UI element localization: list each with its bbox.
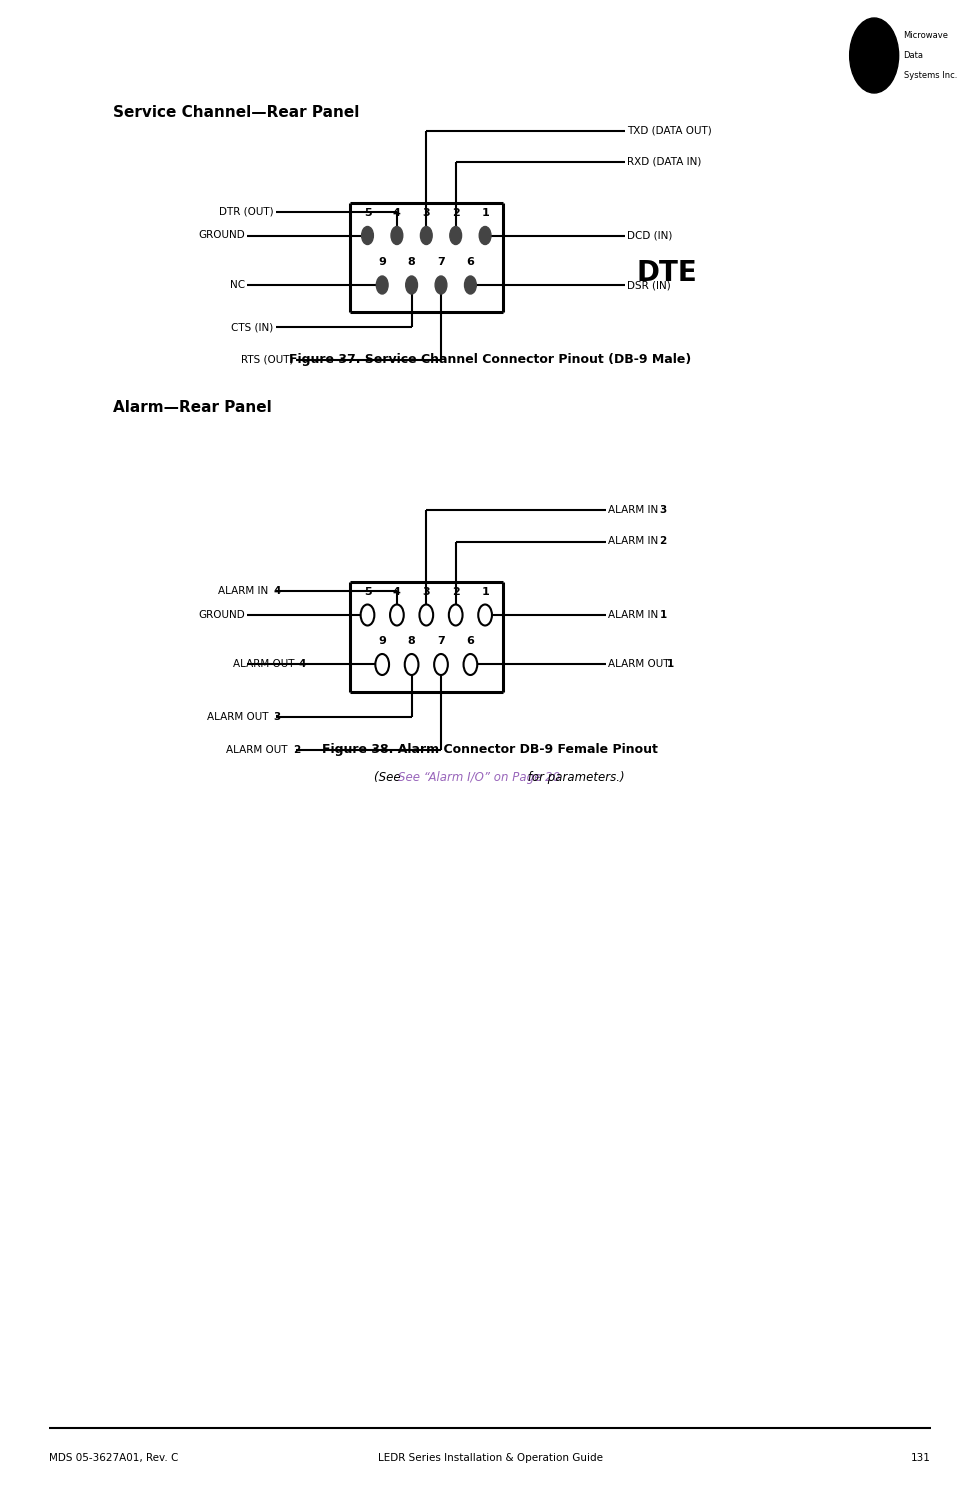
Text: GROUND: GROUND [198,610,245,620]
Text: DTE: DTE [636,260,697,286]
Circle shape [850,18,899,93]
Circle shape [434,654,448,675]
Text: DCD (IN): DCD (IN) [627,231,672,240]
Circle shape [479,226,491,244]
Text: 5: 5 [364,586,371,597]
Text: NC: NC [230,280,245,290]
Text: 3: 3 [422,207,430,218]
Circle shape [478,604,492,625]
Text: MDS: MDS [860,51,888,60]
Text: 4: 4 [393,207,401,218]
Text: Alarm—Rear Panel: Alarm—Rear Panel [113,400,271,416]
Text: 2: 2 [452,207,460,218]
Text: DTR (OUT): DTR (OUT) [219,207,273,216]
Text: MDS 05-3627A01, Rev. C: MDS 05-3627A01, Rev. C [49,1454,178,1462]
Text: See “Alarm I/O” on Page 20: See “Alarm I/O” on Page 20 [398,771,560,783]
Text: 5: 5 [364,207,371,218]
Circle shape [465,276,476,294]
Text: 3: 3 [660,506,666,515]
Text: ALARM OUT: ALARM OUT [207,712,271,722]
Text: ALARM OUT: ALARM OUT [226,746,291,754]
Text: 7: 7 [437,636,445,646]
Text: Microwave: Microwave [904,32,949,40]
Text: 8: 8 [408,256,416,267]
Text: 1: 1 [660,610,666,620]
Circle shape [420,226,432,244]
Text: Data: Data [904,51,923,60]
Circle shape [435,276,447,294]
Text: 3: 3 [273,712,280,722]
Circle shape [375,654,389,675]
Text: 3: 3 [422,586,430,597]
Text: ALARM IN: ALARM IN [608,610,662,620]
Text: ALARM OUT: ALARM OUT [233,660,298,669]
Text: 4: 4 [299,660,307,669]
Text: ALARM IN: ALARM IN [608,506,662,515]
Text: 7: 7 [437,256,445,267]
Text: 1: 1 [666,660,673,669]
Text: 4: 4 [393,586,401,597]
Text: Figure 38. Alarm Connector DB-9 Female Pinout: Figure 38. Alarm Connector DB-9 Female P… [322,744,658,756]
Text: for parameters.): for parameters.) [524,771,624,783]
Circle shape [405,654,418,675]
Circle shape [406,276,417,294]
Text: TXD (DATA OUT): TXD (DATA OUT) [627,126,711,135]
Circle shape [391,226,403,244]
Circle shape [419,604,433,625]
Text: 8: 8 [408,636,416,646]
Text: 9: 9 [378,636,386,646]
Text: ALARM IN: ALARM IN [608,537,662,546]
Text: RXD (DATA IN): RXD (DATA IN) [627,158,702,166]
Text: 6: 6 [466,256,474,267]
Circle shape [362,226,373,244]
Text: DSR (IN): DSR (IN) [627,280,671,290]
Text: CTS (IN): CTS (IN) [231,322,273,332]
Text: 2: 2 [452,586,460,597]
Text: 1: 1 [481,586,489,597]
Text: GROUND: GROUND [198,231,245,240]
Text: 1: 1 [481,207,489,218]
Circle shape [449,604,463,625]
Text: 9: 9 [378,256,386,267]
Text: 2: 2 [660,537,666,546]
Circle shape [376,276,388,294]
Circle shape [450,226,462,244]
Circle shape [361,604,374,625]
Text: Service Channel—Rear Panel: Service Channel—Rear Panel [113,105,359,120]
Circle shape [464,654,477,675]
Text: 4: 4 [273,586,281,596]
Text: RTS (OUT): RTS (OUT) [240,356,293,364]
Text: LEDR Series Installation & Operation Guide: LEDR Series Installation & Operation Gui… [377,1454,603,1462]
Text: 2: 2 [293,746,300,754]
Text: Figure 37. Service Channel Connector Pinout (DB-9 Male): Figure 37. Service Channel Connector Pin… [289,354,691,366]
Text: (See: (See [373,771,404,783]
Text: 6: 6 [466,636,474,646]
Text: ALARM OUT: ALARM OUT [608,660,672,669]
Circle shape [390,604,404,625]
Text: Systems Inc.: Systems Inc. [904,70,956,80]
Text: 131: 131 [911,1454,931,1462]
Text: ALARM IN: ALARM IN [218,586,271,596]
